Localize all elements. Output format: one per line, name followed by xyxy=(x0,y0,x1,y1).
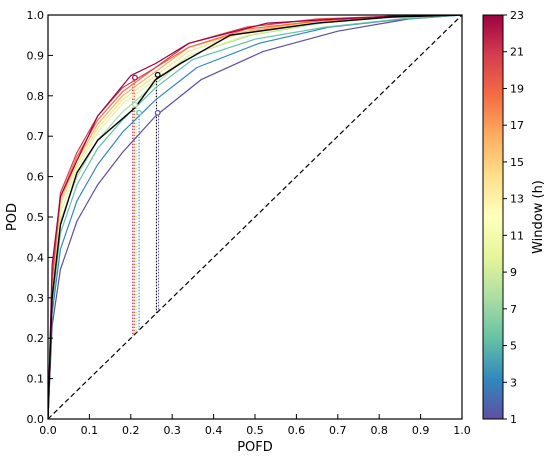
colorbar-tick-label: 13 xyxy=(510,193,524,206)
x-tick-label: 0.8 xyxy=(370,424,388,437)
marker-3 xyxy=(136,109,142,116)
marker-4 xyxy=(154,71,161,78)
y-tick-label: 0.6 xyxy=(27,171,45,184)
markers xyxy=(132,71,161,116)
colorbar-tick-label: 7 xyxy=(510,303,517,316)
x-tick-label: 0.1 xyxy=(81,424,99,437)
y-tick-label: 0.1 xyxy=(27,373,45,386)
y-tick-label: 1.0 xyxy=(27,9,45,22)
colorbar-tick-label: 5 xyxy=(510,340,517,353)
colorbar-tick-label: 15 xyxy=(510,156,524,169)
colorbar-tick-label: 11 xyxy=(510,229,524,242)
y-tick-label: 0.0 xyxy=(27,413,45,426)
x-axis-label: POFD xyxy=(237,440,273,455)
y-tick-label: 0.7 xyxy=(27,130,45,143)
marker-5 xyxy=(154,109,161,116)
x-axis: 0.0 0.1 0.2 0.3 0.4 0.5 0.6 0.7 0.8 0.9 1.0 xyxy=(39,414,471,437)
y-axis-label: POD xyxy=(5,203,20,231)
colorbar-tick-label: 17 xyxy=(510,119,524,132)
x-tick-label: 0.2 xyxy=(122,424,140,437)
x-tick-label: 0.6 xyxy=(288,424,306,437)
y-tick-label: 0.5 xyxy=(27,211,45,224)
y-tick-label: 0.9 xyxy=(27,49,45,62)
y-tick-label: 0.4 xyxy=(27,251,45,264)
colorbar-gradient xyxy=(482,14,504,420)
series-line-window-1 xyxy=(48,15,462,419)
colorbar-tick-label: 3 xyxy=(510,376,517,389)
x-tick-label: 0.9 xyxy=(412,424,430,437)
series-lines xyxy=(48,15,462,419)
colorbar-tick-label: 21 xyxy=(510,46,524,59)
colorbar-tick-label: 1 xyxy=(510,413,517,426)
marker-1 xyxy=(132,74,138,81)
diagonal-reference-line xyxy=(47,14,463,420)
x-tick-label: 0.0 xyxy=(39,424,57,437)
colorbar-label: Window (h) xyxy=(531,180,546,254)
plot-area xyxy=(47,14,463,420)
y-axis: 0.0 0.1 0.2 0.3 0.4 0.5 0.6 0.7 0.8 0.9 1.0 xyxy=(27,9,53,426)
x-tick-label: 0.5 xyxy=(246,424,264,437)
series-line-window-23 xyxy=(48,15,462,419)
x-tick-label: 0.3 xyxy=(163,424,181,437)
marker-2 xyxy=(132,101,138,108)
series-line-window-reference xyxy=(48,15,462,419)
y-tick-label: 0.3 xyxy=(27,292,45,305)
x-tick-label: 0.7 xyxy=(329,424,347,437)
colorbar-tick-label: 9 xyxy=(510,266,517,279)
colorbar-tick-label: 19 xyxy=(510,82,524,95)
x-tick-label: 1.0 xyxy=(453,424,471,437)
y-tick-label: 0.2 xyxy=(27,332,45,345)
series-line-window-5 xyxy=(48,15,462,419)
x-tick-label: 0.4 xyxy=(205,424,223,437)
y-tick-label: 0.8 xyxy=(27,90,45,103)
colorbar-tick-label: 23 xyxy=(510,9,524,22)
